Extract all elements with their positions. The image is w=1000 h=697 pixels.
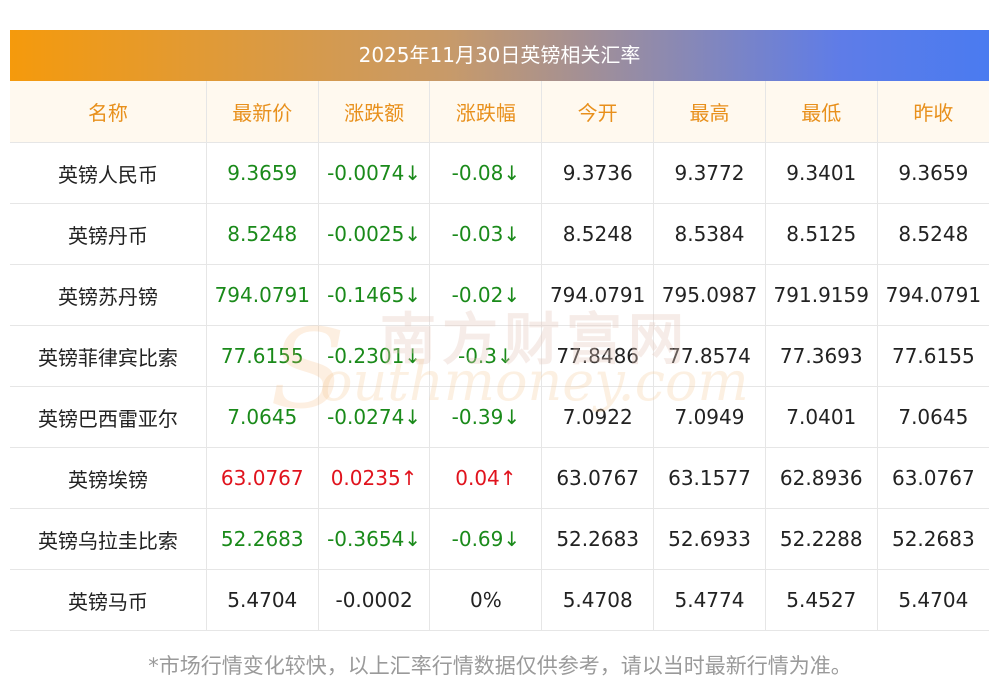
table-row: 英镑丹币 8.5248 -0.0025↓ -0.03↓ 8.5248 8.5384 8.51… <box>10 203 989 265</box>
cell-change-pct: -0.39↓ <box>429 386 543 448</box>
cell-low: 8.5125 <box>765 203 878 265</box>
table-row: 英镑马币 5.4704 -0.0002 0% 5.4708 5.4774 5.4527 5.4… <box>10 569 989 631</box>
cell-change-pct: -0.08↓ <box>429 142 543 204</box>
cell-high: 9.3772 <box>653 142 766 204</box>
header-open: 今开 <box>541 81 655 143</box>
header-prev-close: 昨收 <box>877 81 989 143</box>
rate-table-card: 2025年11月30日英镑相关汇率 名称 最新价 涨跌额 涨跌幅 今开 最高 最… <box>10 30 989 631</box>
cell-high: 63.1577 <box>653 447 766 509</box>
cell-high: 5.4774 <box>653 569 766 631</box>
cell-low: 791.9159 <box>765 264 878 326</box>
cell-name: 英镑乌拉圭比索 <box>10 508 207 570</box>
cell-prev-close: 794.0791 <box>877 264 989 326</box>
cell-change: -0.1465↓ <box>318 264 431 326</box>
cell-change: 0.0235↑ <box>318 447 431 509</box>
cell-change-pct: -0.3↓ <box>429 325 543 387</box>
cell-open: 8.5248 <box>541 203 655 265</box>
cell-prev-close: 8.5248 <box>877 203 989 265</box>
cell-name: 英镑巴西雷亚尔 <box>10 386 207 448</box>
cell-prev-close: 52.2683 <box>877 508 989 570</box>
header-name: 名称 <box>10 81 207 143</box>
cell-name: 英镑埃镑 <box>10 447 207 509</box>
cell-change: -0.3654↓ <box>318 508 431 570</box>
table-header-row: 名称 最新价 涨跌额 涨跌幅 今开 最高 最低 昨收 <box>10 81 989 143</box>
cell-change: -0.2301↓ <box>318 325 431 387</box>
cell-high: 7.0949 <box>653 386 766 448</box>
cell-open: 63.0767 <box>541 447 655 509</box>
cell-high: 795.0987 <box>653 264 766 326</box>
cell-change-pct: 0.04↑ <box>429 447 543 509</box>
cell-high: 77.8574 <box>653 325 766 387</box>
cell-prev-close: 5.4704 <box>877 569 989 631</box>
cell-open: 52.2683 <box>541 508 655 570</box>
cell-change-pct: -0.69↓ <box>429 508 543 570</box>
table-row: 英镑埃镑 63.0767 0.0235↑ 0.04↑ 63.0767 63.1577 62.… <box>10 447 989 509</box>
cell-latest: 8.5248 <box>206 203 319 265</box>
cell-latest: 77.6155 <box>206 325 319 387</box>
cell-low: 52.2288 <box>765 508 878 570</box>
cell-prev-close: 9.3659 <box>877 142 989 204</box>
cell-prev-close: 77.6155 <box>877 325 989 387</box>
cell-latest: 5.4704 <box>206 569 319 631</box>
cell-prev-close: 7.0645 <box>877 386 989 448</box>
cell-name: 英镑马币 <box>10 569 207 631</box>
cell-latest: 9.3659 <box>206 142 319 204</box>
header-high: 最高 <box>653 81 766 143</box>
exchange-rate-table: 名称 最新价 涨跌额 涨跌幅 今开 最高 最低 昨收 英镑人民币 9.3659 -0… <box>10 81 989 631</box>
cell-open: 794.0791 <box>541 264 655 326</box>
cell-low: 77.3693 <box>765 325 878 387</box>
cell-change: -0.0002 <box>318 569 431 631</box>
cell-prev-close: 63.0767 <box>877 447 989 509</box>
cell-open: 77.8486 <box>541 325 655 387</box>
cell-change: -0.0074↓ <box>318 142 431 204</box>
cell-latest: 52.2683 <box>206 508 319 570</box>
cell-name: 英镑丹币 <box>10 203 207 265</box>
cell-change: -0.0274↓ <box>318 386 431 448</box>
header-latest: 最新价 <box>206 81 319 143</box>
table-row: 英镑乌拉圭比索 52.2683 -0.3654↓ -0.69↓ 52.2683 52.69… <box>10 508 989 570</box>
cell-high: 52.6933 <box>653 508 766 570</box>
header-low: 最低 <box>765 81 878 143</box>
cell-low: 62.8936 <box>765 447 878 509</box>
cell-high: 8.5384 <box>653 203 766 265</box>
cell-name: 英镑人民币 <box>10 142 207 204</box>
cell-change: -0.0025↓ <box>318 203 431 265</box>
table-title: 2025年11月30日英镑相关汇率 <box>10 30 989 81</box>
table-row: 英镑苏丹镑 794.0791 -0.1465↓ -0.02↓ 794.0791 795.0… <box>10 264 989 326</box>
cell-low: 5.4527 <box>765 569 878 631</box>
cell-change-pct: -0.02↓ <box>429 264 543 326</box>
cell-low: 9.3401 <box>765 142 878 204</box>
disclaimer-footer: *市场行情变化较快，以上汇率行情数据仅供参考，请以当时最新行情为准。 <box>148 654 852 678</box>
header-change-pct: 涨跌幅 <box>429 81 543 143</box>
cell-latest: 63.0767 <box>206 447 319 509</box>
table-row: 英镑菲律宾比索 77.6155 -0.2301↓ -0.3↓ 77.8486 77.857… <box>10 325 989 387</box>
cell-open: 5.4708 <box>541 569 655 631</box>
cell-open: 7.0922 <box>541 386 655 448</box>
cell-open: 9.3736 <box>541 142 655 204</box>
cell-latest: 7.0645 <box>206 386 319 448</box>
table-row: 英镑人民币 9.3659 -0.0074↓ -0.08↓ 9.3736 9.3772 9.3… <box>10 142 989 204</box>
cell-change-pct: -0.03↓ <box>429 203 543 265</box>
cell-name: 英镑菲律宾比索 <box>10 325 207 387</box>
cell-name: 英镑苏丹镑 <box>10 264 207 326</box>
table-row: 英镑巴西雷亚尔 7.0645 -0.0274↓ -0.39↓ 7.0922 7.0949 7… <box>10 386 989 448</box>
header-change: 涨跌额 <box>318 81 431 143</box>
cell-latest: 794.0791 <box>206 264 319 326</box>
cell-low: 7.0401 <box>765 386 878 448</box>
cell-change-pct: 0% <box>429 569 543 631</box>
